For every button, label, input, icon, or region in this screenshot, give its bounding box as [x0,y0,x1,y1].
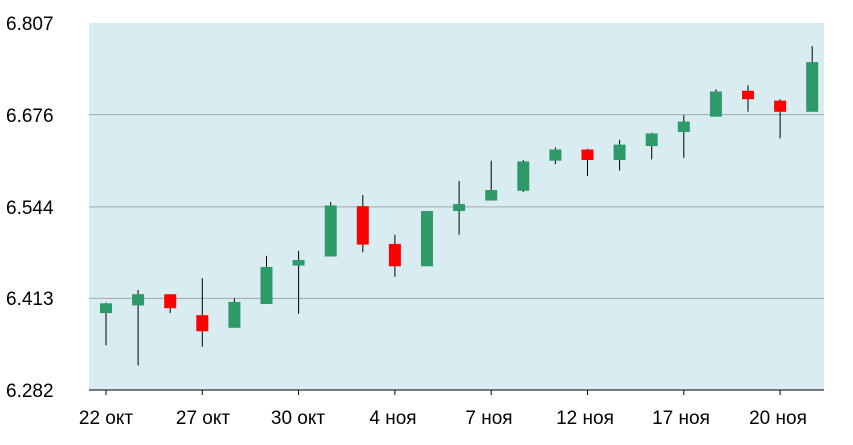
candle-up [645,132,658,160]
x-tick-label: 4 ноя [369,408,416,429]
candle-up [806,46,819,112]
candle-up [485,160,498,201]
candle-body [677,121,690,133]
candle-up [132,290,145,366]
candle-body [742,90,754,100]
candle-up [260,255,273,305]
candle-down [388,234,401,277]
candle-up [677,115,690,158]
candles-layer [100,46,819,366]
candle-up [549,147,562,165]
candle-down [774,99,787,139]
candle-up [228,298,241,328]
x-tick-label: 22 окт [79,408,134,429]
candle-body [388,243,401,267]
candle-body [453,204,466,212]
x-tick-label: 20 ноя [749,408,807,429]
x-tick-marks [105,390,781,395]
candle-body [196,315,209,332]
x-tick-label: 7 ноя [465,408,512,429]
y-tick-label: 6.413 [6,289,54,310]
candle-down [356,194,369,253]
candle-body [132,294,145,306]
x-axis-tick-labels: 22 окт 27 окт 30 окт 4 ноя 7 ноя 12 ноя … [79,408,807,429]
candle-up [100,302,112,346]
candle-body [517,161,530,191]
candle-body [549,149,562,161]
candle-body [292,259,305,266]
candle-body [228,301,241,328]
candle-down [196,278,209,347]
candle-body [613,144,626,161]
y-tick-label: 6.544 [6,198,54,219]
candle-body [100,303,112,314]
candle-up [709,89,722,117]
candle-body [324,205,337,257]
candle-body [260,266,273,305]
candle-body [421,211,433,267]
candle-body [485,190,498,201]
candle-down [581,148,594,177]
candle-body [356,206,369,245]
y-tick-label: 6.282 [6,381,54,402]
y-axis-tick-labels: 6.807 6.676 6.544 6.413 6.282 [6,14,54,402]
y-tick-label: 6.807 [6,14,54,35]
candle-down [742,85,754,112]
x-tick-label: 27 окт [176,408,231,429]
x-tick-label: 17 ноя [652,408,710,429]
candle-down [164,294,177,314]
candle-body [709,91,722,117]
candle-up [292,250,305,314]
candle-up [324,201,337,257]
candle-up [421,211,433,267]
candle-up [517,160,530,193]
candle-body [645,133,658,147]
candle-body [581,149,594,161]
candle-body [164,294,177,309]
x-tick-label: 12 ноя [556,408,614,429]
candle-body [774,100,787,112]
y-tick-label: 6.676 [6,106,54,127]
candle-up [453,180,466,235]
candle-body [806,62,819,112]
x-tick-label: 30 окт [271,408,326,429]
candle-up [613,139,626,171]
